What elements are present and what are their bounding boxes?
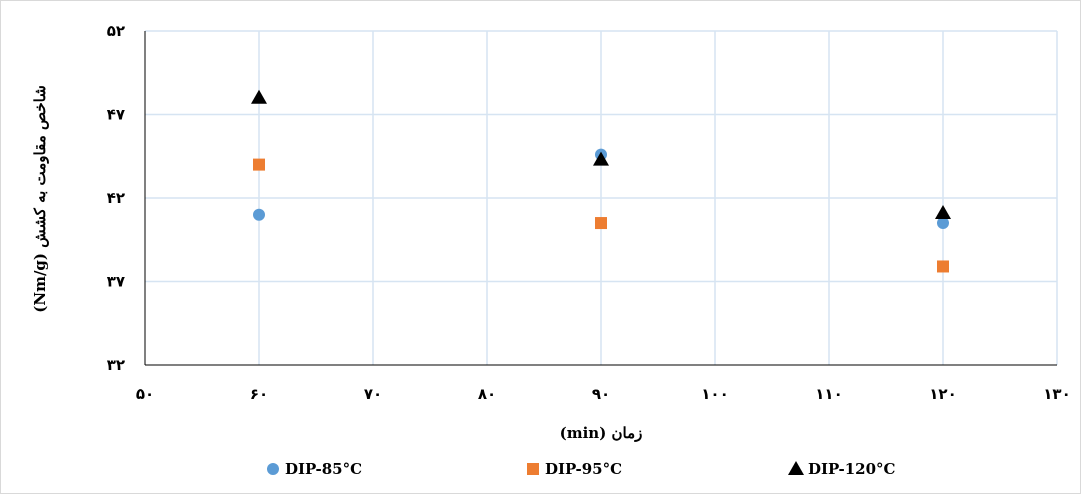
legend-label: DIP-95°C xyxy=(545,460,622,478)
x-tick-label: ۱۲۰ xyxy=(929,385,956,403)
data-point-dip-95-c xyxy=(253,158,265,171)
y-tick-label: ۳۷ xyxy=(107,273,125,291)
y-tick-labels: ۳۲ ۳۷ ۴۲ ۴۷ ۵۲ xyxy=(107,22,125,374)
data-point-dip-95-c xyxy=(595,217,607,230)
x-tick-label: ۹۰ xyxy=(592,385,610,403)
data-point-dip-120-c xyxy=(251,89,267,104)
y-tick-label: ۴۲ xyxy=(107,189,125,207)
legend-item-dip-120-c: DIP-120°C xyxy=(788,460,896,478)
gridlines xyxy=(145,30,1058,365)
data-points xyxy=(251,89,951,273)
axes xyxy=(144,31,1057,366)
data-point-dip-85-c xyxy=(253,208,265,221)
x-tick-label: ۵۰ xyxy=(136,385,154,403)
legend-label: DIP-85°C xyxy=(285,460,362,478)
legend-marker-dip-95-c xyxy=(527,463,539,475)
data-point-dip-120-c xyxy=(935,205,951,220)
y-tick-label: ۳۲ xyxy=(107,356,125,374)
x-tick-labels: ۵۰ ۶۰ ۷۰ ۸۰ ۹۰ ۱۰۰ ۱۱۰ ۱۲۰ ۱۳۰ xyxy=(136,385,1071,403)
legend-item-dip-85-c: DIP-85°C xyxy=(267,460,362,478)
data-point-dip-95-c xyxy=(937,260,949,273)
x-tick-label: ۱۳۰ xyxy=(1043,385,1070,403)
x-tick-label: ۷۰ xyxy=(364,385,382,403)
x-tick-label: ۸۰ xyxy=(478,385,496,403)
x-axis-title: زمان (min) xyxy=(560,424,643,442)
data-point-dip-120-c xyxy=(593,151,609,166)
legend-marker-dip-85-c xyxy=(267,463,279,475)
legend-marker-dip-120-c xyxy=(788,461,804,475)
y-axis-title: شاخص مقاومت به کشش (Nm/g) xyxy=(31,85,49,313)
x-tick-label: ۱۰۰ xyxy=(701,385,728,403)
data-point-dip-85-c xyxy=(937,217,949,230)
y-tick-label: ۴۷ xyxy=(107,106,125,124)
x-tick-label: ۱۱۰ xyxy=(815,385,842,403)
y-tick-label: ۵۲ xyxy=(107,22,125,40)
legend-item-dip-95-c: DIP-95°C xyxy=(527,460,622,478)
legend-label: DIP-120°C xyxy=(808,460,896,478)
legend: DIP-85°C DIP-95°C DIP-120°C xyxy=(267,460,896,478)
x-tick-label: ۶۰ xyxy=(250,385,268,403)
